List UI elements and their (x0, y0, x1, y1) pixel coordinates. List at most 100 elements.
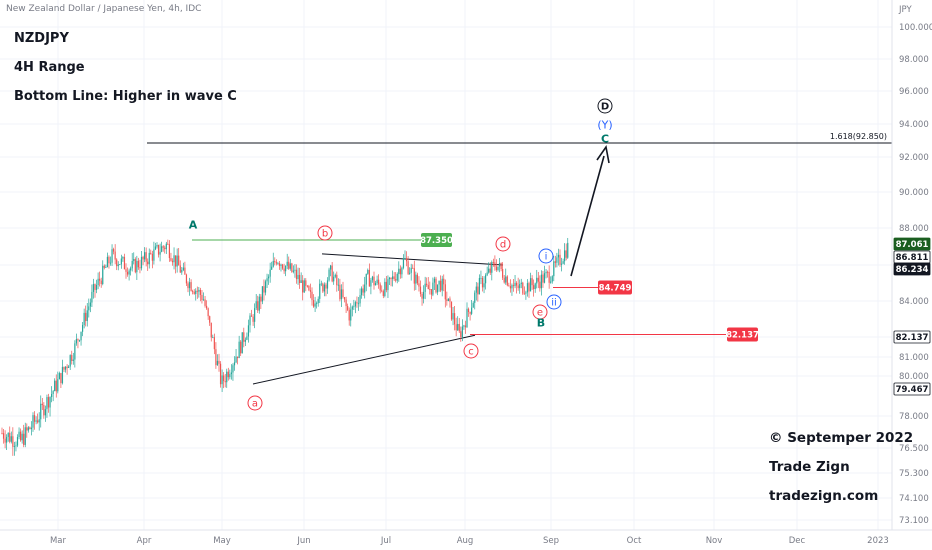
time-tick-label: Nov (706, 536, 723, 546)
candle-body (218, 360, 220, 364)
candle-body (83, 312, 85, 326)
candle-body (7, 432, 9, 437)
candle-body (526, 283, 529, 293)
price-tick-label: 88.000 (899, 224, 929, 234)
candle-body (444, 284, 446, 300)
candle-body (238, 341, 240, 359)
candle-body (525, 292, 527, 294)
candle-body (232, 365, 234, 373)
candle-body (102, 265, 104, 285)
candle-body (157, 244, 160, 255)
candle-body (156, 244, 158, 247)
author-text: Trade Zign (769, 459, 850, 475)
candle-body (336, 274, 338, 286)
candle-body (536, 277, 538, 284)
candle-body (2, 433, 5, 439)
price-tick-label: 84.000 (899, 297, 929, 307)
website-text[interactable]: tradezign.com (769, 488, 879, 504)
candle-body (316, 303, 318, 305)
candle-body (516, 282, 518, 286)
candle-body (24, 427, 26, 445)
price-tick-label: 76.500 (899, 444, 929, 454)
candle-body (519, 284, 521, 289)
candle-body (502, 269, 504, 278)
candle-body (531, 278, 533, 286)
candle-body (288, 261, 290, 269)
time-tick-label: Jul (380, 536, 391, 546)
candle-body (20, 431, 22, 441)
price-tick-label: 96.000 (899, 87, 929, 97)
time-tick-label: Mar (50, 536, 67, 546)
candle-body (441, 278, 443, 291)
bottom-line-note: Bottom Line: Higher in wave C (14, 89, 237, 104)
candle-body (494, 262, 496, 267)
wave-label-circle (495, 236, 511, 252)
candle-body (503, 277, 505, 283)
candle-body (68, 366, 70, 369)
candle-body (30, 427, 33, 430)
candle-body (528, 283, 530, 292)
candle-body (29, 427, 31, 430)
candle-body (128, 270, 130, 275)
candle-body (266, 278, 268, 282)
candle-body (281, 264, 284, 269)
candle-body (173, 255, 175, 263)
candle-body (466, 308, 468, 328)
candle-body (210, 322, 212, 338)
candle-body (557, 254, 560, 258)
candle-body (192, 290, 194, 292)
time-tick-label: May (213, 536, 231, 546)
candle-body (215, 349, 217, 366)
price-tick-label: 100.000 (899, 23, 932, 33)
candle-body (16, 436, 19, 446)
candle-body (131, 260, 133, 269)
candle-body (99, 278, 101, 281)
candle-body (443, 278, 445, 285)
candle-body (460, 331, 462, 337)
copyright-text: © Septemper 2022 (769, 430, 914, 446)
candle-body (74, 343, 76, 360)
wave-label-circle (463, 343, 479, 359)
candle-body (46, 397, 48, 410)
candle-body (147, 261, 149, 265)
candlestick-series (1, 237, 569, 456)
candle-body (119, 264, 121, 266)
price-axis[interactable]: 100.000 98.000 96.000 94.000 92.000 90.000 88.… (891, 0, 932, 530)
candle-body (47, 397, 50, 408)
candle-body (492, 262, 494, 263)
candle-body (291, 263, 293, 272)
candle-body (209, 316, 211, 323)
candle-body (378, 279, 380, 285)
candle-body (520, 282, 522, 285)
candle-body (244, 339, 246, 342)
candle-body (361, 288, 363, 296)
candle-body (364, 284, 366, 293)
candle-body (297, 274, 299, 280)
candle-body (85, 312, 87, 322)
wave-label-e: e (537, 308, 543, 319)
candle-body (483, 283, 485, 288)
price-badge-box (893, 237, 931, 251)
candle-body (322, 283, 324, 292)
wave-label-circle (317, 225, 333, 241)
candle-body (396, 273, 398, 281)
candle-body (178, 255, 180, 266)
candle-body (126, 271, 129, 275)
candle-body (168, 244, 170, 259)
candle-body (181, 269, 183, 273)
candle-body (410, 267, 412, 273)
candle-body (176, 255, 178, 267)
candle-body (404, 258, 406, 259)
candle-body (429, 289, 431, 290)
candle-body (550, 281, 552, 283)
candle-body (326, 280, 329, 289)
projection-arrow-line (570, 155, 605, 277)
candle-body (370, 280, 372, 287)
candle-body (452, 313, 454, 320)
candle-body (4, 438, 6, 443)
time-axis[interactable]: Mar Apr May Jun Jul Aug Sep Oct Nov Dec 2023 (0, 529, 932, 546)
price-badge-box (893, 382, 931, 396)
candle-body (95, 285, 98, 290)
candle-body (32, 415, 34, 428)
